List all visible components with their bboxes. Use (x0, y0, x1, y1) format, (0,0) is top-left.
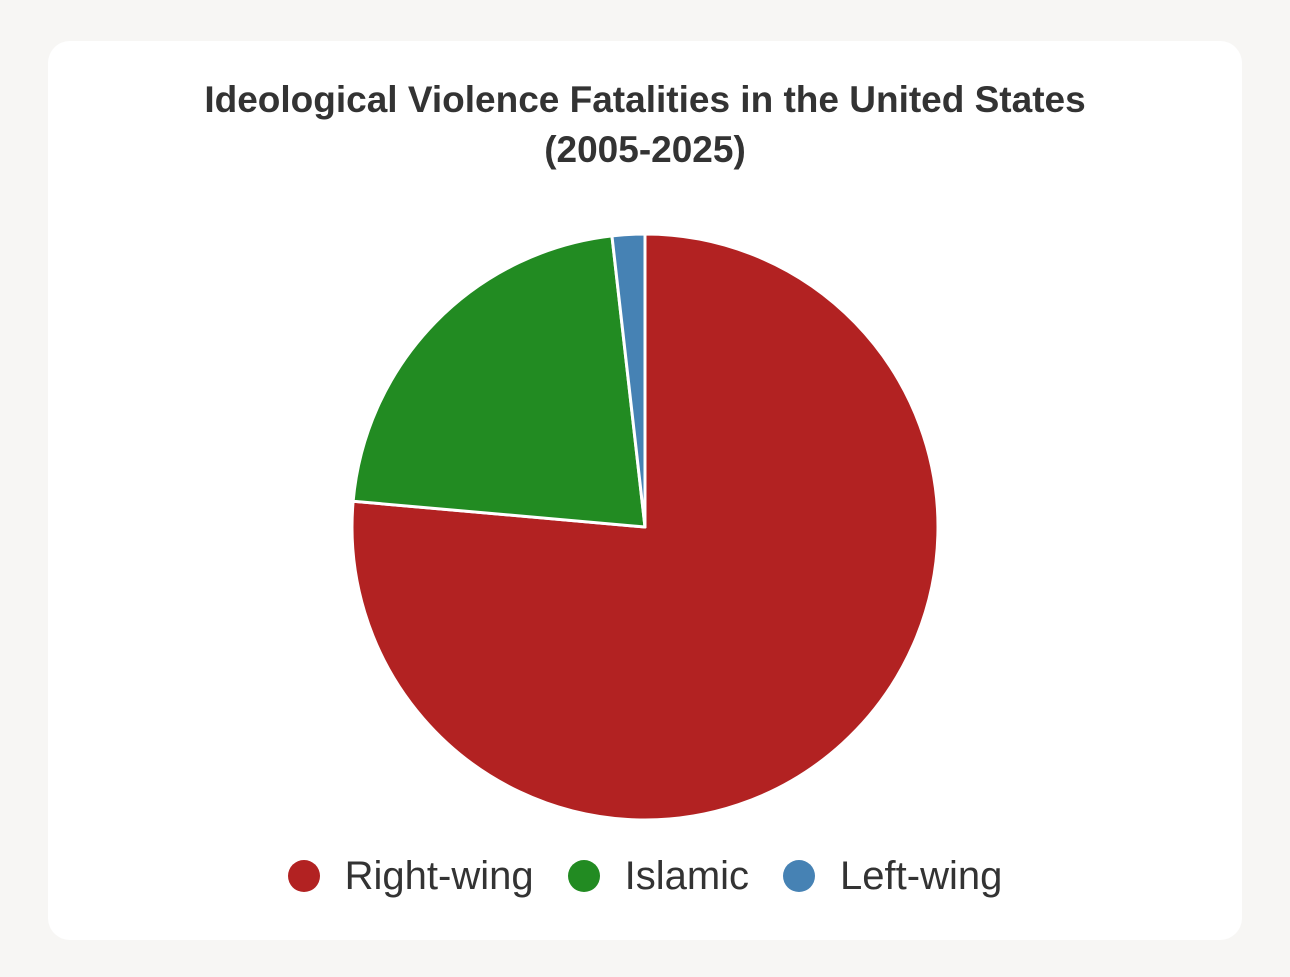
pie-slice-islamic[interactable] (351, 234, 647, 529)
legend-label-right-wing: Right-wing (344, 853, 534, 898)
chart-title-line-2: (2005-2025) (544, 129, 746, 170)
legend-swatch-left-wing (783, 860, 816, 892)
legend-swatch-islamic (567, 860, 600, 892)
legend-item-right-wing[interactable]: Right-wing (287, 853, 534, 899)
legend-swatch-right-wing (287, 860, 320, 892)
legend-item-left-wing[interactable]: Left-wing (783, 854, 1002, 899)
legend-item-islamic[interactable]: Islamic (567, 853, 750, 899)
legend-label-left-wing: Left-wing (840, 853, 1003, 898)
chart-title: Ideological Violence Fatalities in the U… (0, 75, 1290, 175)
pie-slice-left-wing[interactable] (610, 232, 647, 529)
pie-slice-right-wing[interactable] (350, 232, 940, 822)
chart-legend: Right-wing Islamic Left-wing (0, 848, 1290, 904)
chart-title-line-1: Ideological Violence Fatalities in the U… (204, 79, 1086, 120)
legend-label-islamic: Islamic (624, 853, 750, 898)
